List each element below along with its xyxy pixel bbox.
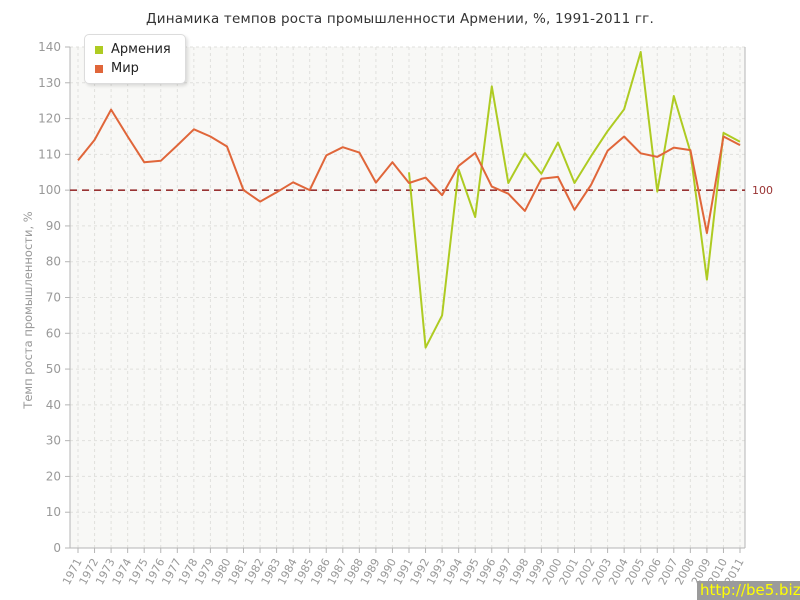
- axes: [65, 46, 746, 553]
- svg-text:90: 90: [46, 219, 61, 233]
- legend-label-armenia: Армения: [111, 42, 171, 57]
- armenia-line: [408, 51, 741, 349]
- svg-text:140: 140: [38, 40, 61, 54]
- reference-line-label: 100: [752, 184, 773, 197]
- legend-label-mir: Мир: [111, 61, 139, 76]
- svg-text:130: 130: [38, 76, 61, 90]
- svg-text:80: 80: [46, 255, 61, 269]
- svg-text:0: 0: [53, 541, 61, 555]
- watermark: http://be5.biz/: [697, 581, 800, 600]
- svg-text:20: 20: [46, 469, 61, 483]
- svg-text:30: 30: [46, 434, 61, 448]
- legend-item-mir: Мир: [95, 59, 171, 78]
- legend-item-armenia: Армения: [95, 40, 171, 59]
- y-axis-labels: 0 10 20 30 40 50 60 70 80 90 100 110 120 130 140: [38, 40, 61, 555]
- svg-text:60: 60: [46, 326, 61, 340]
- svg-text:50: 50: [46, 362, 61, 376]
- mir-line: [77, 108, 741, 235]
- legend: Армения Мир: [84, 34, 186, 84]
- y-axis-title: Темп роста промышленности, %: [21, 211, 35, 409]
- svg-text:100: 100: [38, 183, 61, 197]
- chart-title: Динамика темпов роста промышленности Арм…: [146, 11, 654, 27]
- x-axis-labels: 1971197219731974197519761977197819791980…: [60, 556, 747, 587]
- armenia-swatch-icon: [95, 45, 103, 54]
- mir-swatch-icon: [95, 64, 103, 73]
- svg-text:70: 70: [46, 291, 61, 305]
- svg-text:110: 110: [38, 147, 61, 161]
- svg-text:120: 120: [38, 112, 61, 126]
- svg-text:40: 40: [46, 398, 61, 412]
- svg-text:10: 10: [46, 505, 61, 519]
